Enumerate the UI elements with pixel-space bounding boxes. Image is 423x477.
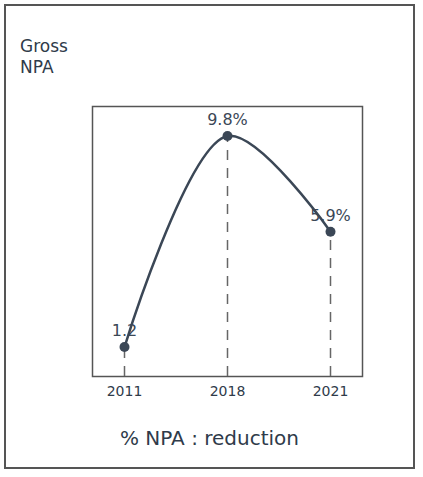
svg-text:9.8%: 9.8% — [207, 110, 248, 129]
svg-text:1.2: 1.2 — [112, 321, 137, 340]
svg-text:5.9%: 5.9% — [310, 206, 351, 225]
html-text:Gross NPA: Gross NPA — [20, 36, 68, 77]
svg-text:2018: 2018 — [210, 383, 246, 399]
svg-text:2021: 2021 — [313, 383, 349, 399]
svg-text:2011: 2011 — [107, 383, 143, 399]
html-text:% NPA : reduction: % NPA : reduction — [120, 426, 299, 450]
